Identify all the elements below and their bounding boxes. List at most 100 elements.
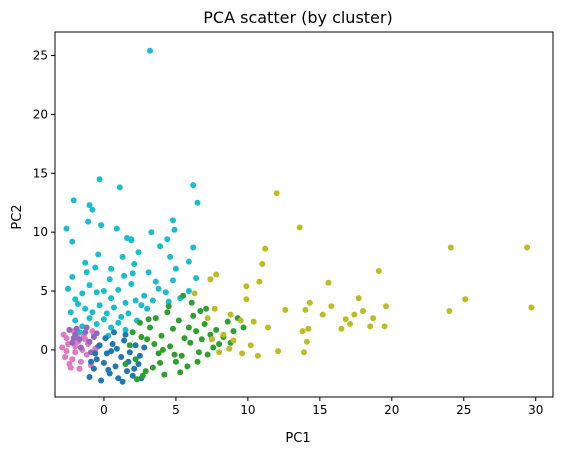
data-point-cluster-5: [220, 331, 227, 338]
data-point-cluster-2: [66, 326, 73, 333]
data-point-cluster-4: [190, 312, 197, 319]
data-point-cluster-0: [86, 202, 93, 209]
data-point-cluster-0: [85, 218, 92, 225]
y-tick-label: 15: [33, 166, 48, 180]
data-point-cluster-5: [213, 271, 220, 278]
data-point-cluster-0: [96, 176, 103, 183]
data-point-cluster-5: [375, 268, 382, 274]
data-point-cluster-5: [360, 308, 366, 314]
data-point-cluster-4: [122, 361, 129, 367]
data-point-cluster-4: [164, 309, 171, 316]
x-tick-label: 10: [240, 403, 255, 417]
data-point-cluster-1: [59, 344, 66, 351]
data-point-cluster-5: [328, 303, 335, 310]
data-point-cluster-4: [145, 316, 152, 323]
data-point-cluster-5: [381, 323, 388, 330]
data-point-cluster-5: [226, 345, 233, 352]
data-point-cluster-4: [161, 371, 168, 378]
data-point-cluster-1: [67, 364, 74, 371]
data-point-cluster-3: [132, 342, 139, 349]
data-point-cluster-2: [70, 335, 77, 342]
data-point-cluster-4: [207, 331, 214, 338]
data-point-cluster-0: [128, 281, 135, 287]
data-point-cluster-3: [119, 378, 126, 385]
data-point-cluster-0: [103, 310, 110, 317]
x-tick-label: 15: [312, 403, 327, 417]
data-point-cluster-0: [148, 229, 155, 236]
data-point-cluster-0: [69, 238, 76, 245]
data-point-cluster-0: [170, 277, 176, 284]
data-point-cluster-0: [172, 265, 179, 272]
data-point-cluster-2: [69, 339, 76, 346]
data-point-cluster-3: [92, 350, 99, 357]
data-point-cluster-4: [151, 341, 158, 347]
data-point-cluster-0: [157, 243, 164, 250]
data-point-cluster-5: [305, 325, 312, 332]
data-point-cluster-3: [141, 344, 148, 351]
data-point-cluster-3: [105, 366, 112, 373]
data-point-cluster-0: [145, 269, 152, 276]
data-point-cluster-4: [167, 343, 174, 350]
data-point-cluster-5: [338, 325, 345, 332]
data-point-cluster-5: [243, 283, 250, 290]
data-point-cluster-5: [296, 224, 303, 231]
data-point-cluster-0: [125, 310, 132, 317]
data-point-cluster-5: [247, 342, 254, 349]
data-point-cluster-0: [108, 324, 115, 331]
data-point-cluster-4: [178, 352, 185, 359]
data-point-cluster-0: [86, 315, 93, 322]
data-point-cluster-5: [306, 299, 313, 306]
x-tick-label: 25: [456, 403, 471, 417]
data-point-cluster-0: [93, 321, 100, 327]
data-point-cluster-0: [67, 309, 74, 316]
data-point-cluster-0: [155, 285, 162, 292]
data-point-cluster-5: [275, 348, 282, 355]
data-point-cluster-5: [259, 261, 266, 267]
data-point-cluster-0: [106, 276, 113, 283]
y-axis-label: PC2: [10, 204, 25, 229]
data-point-cluster-2: [86, 338, 93, 345]
data-point-cluster-4: [195, 349, 202, 356]
data-point-cluster-1: [69, 356, 76, 363]
data-point-cluster-0: [92, 264, 99, 271]
data-point-cluster-4: [155, 350, 162, 357]
data-point-cluster-4: [157, 359, 164, 366]
data-point-cluster-0: [65, 285, 71, 292]
data-point-cluster-3: [93, 356, 100, 363]
data-point-cluster-5: [355, 295, 362, 302]
data-point-cluster-4: [181, 335, 188, 342]
data-point-cluster-4: [210, 344, 217, 351]
x-axis-label: PC1: [285, 431, 310, 446]
data-point-cluster-3: [96, 342, 103, 349]
data-point-cluster-4: [204, 351, 211, 358]
data-point-cluster-5: [370, 315, 377, 322]
data-point-cluster-4: [126, 342, 133, 349]
data-point-cluster-1: [62, 354, 69, 360]
data-point-cluster-0: [116, 184, 123, 191]
data-point-cluster-3: [121, 337, 128, 344]
data-point-cluster-4: [147, 324, 153, 331]
data-point-cluster-0: [115, 319, 122, 326]
data-point-cluster-3: [136, 352, 143, 359]
data-point-cluster-4: [180, 292, 187, 299]
data-point-cluster-3: [98, 377, 105, 384]
data-point-cluster-4: [172, 358, 179, 365]
data-point-cluster-3: [102, 335, 109, 342]
data-point-cluster-4: [170, 325, 176, 332]
y-tick-label: 0: [40, 343, 48, 357]
data-point-cluster-3: [90, 365, 97, 372]
y-tick-label: 25: [33, 49, 48, 63]
data-point-cluster-4: [142, 368, 149, 375]
data-point-cluster-0: [89, 309, 96, 316]
data-point-cluster-3: [88, 358, 94, 365]
data-point-cluster-0: [108, 295, 115, 302]
data-point-cluster-5: [250, 318, 257, 325]
data-point-cluster-4: [184, 363, 191, 370]
data-point-cluster-0: [119, 253, 126, 260]
x-tick-label: 30: [528, 403, 543, 417]
data-point-cluster-4: [230, 328, 237, 335]
data-point-cluster-5: [262, 245, 269, 252]
data-point-cluster-0: [128, 237, 135, 244]
data-point-cluster-0: [69, 273, 76, 280]
